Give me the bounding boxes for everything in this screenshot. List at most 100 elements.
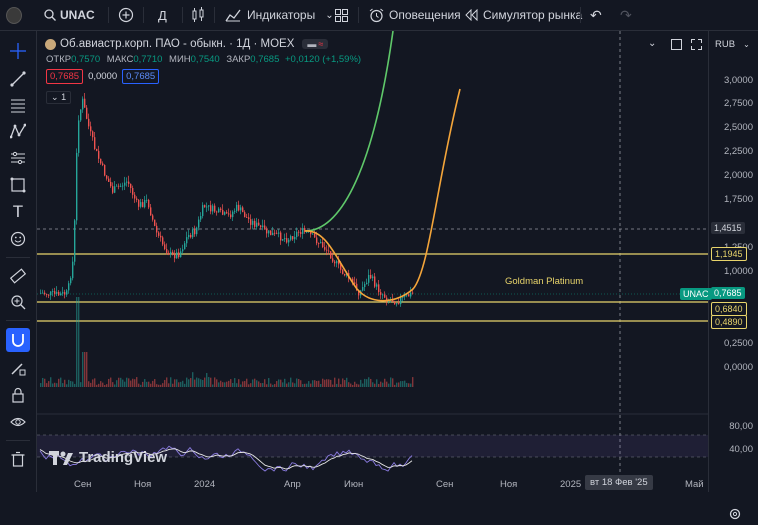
volume-bar [360, 379, 362, 387]
layouts-button[interactable] [335, 0, 348, 30]
trash-icon[interactable] [6, 447, 30, 471]
volume-bar [318, 380, 320, 387]
volume-bar [270, 383, 272, 387]
symbol-logo [45, 38, 56, 50]
candle-body [386, 297, 388, 302]
indicators-button[interactable]: Индикаторы ⌄ [225, 0, 334, 30]
volume-bar [226, 381, 228, 387]
forecast-icon[interactable] [6, 146, 30, 170]
candle-body [146, 199, 148, 201]
shapes-icon[interactable] [6, 173, 30, 197]
volume-bar [190, 378, 192, 387]
trendline-icon[interactable] [6, 67, 30, 91]
volume-bar [136, 377, 138, 387]
badge-icon[interactable]: ▬ ≈ [302, 39, 329, 49]
fullscreen-icon[interactable] [691, 37, 702, 55]
symbol-title[interactable]: Об.авиастр.корп. ПАО - обыкн. · 1Д · MOE… [60, 38, 295, 50]
candle-body [242, 207, 244, 213]
volume-bar [358, 384, 360, 387]
settings-icon[interactable] [729, 507, 741, 525]
pattern-icon[interactable] [6, 119, 30, 143]
candle-body [314, 233, 316, 238]
volume-bar [42, 377, 44, 387]
currency-selector[interactable]: RUB ⌄ [715, 39, 750, 50]
volume-bar [410, 383, 412, 387]
candle-body [48, 294, 50, 296]
volume-bars [40, 297, 414, 387]
price-tick: 1,7500 [723, 194, 753, 205]
volume-bar [224, 382, 226, 387]
volume-bar [378, 383, 380, 387]
candle-body [270, 230, 272, 236]
fib-icon[interactable] [6, 93, 30, 117]
volume-bar [390, 377, 392, 387]
redo-icon[interactable]: ↷ [620, 6, 632, 23]
price-scale[interactable]: RUB ⌄ 3,0000 2,7500 2,5000 2,2500 2,0000 … [708, 31, 758, 520]
buy-price[interactable]: 0,7685 [122, 69, 160, 84]
symbol-search[interactable]: UNAC [44, 0, 95, 30]
volume-bar [338, 378, 340, 387]
volume-bar [362, 383, 364, 387]
indicators-collapse[interactable]: ⌄ 1 [46, 91, 72, 104]
lock-icon[interactable] [6, 383, 30, 407]
undo-icon[interactable]: ↶ [590, 6, 602, 23]
volume-bar [72, 381, 74, 387]
interval-button[interactable]: Д [158, 7, 167, 23]
green-projection-curve[interactable] [304, 31, 394, 232]
volume-bar [312, 380, 314, 387]
chevron-down-icon[interactable]: ⌄ [648, 38, 657, 49]
candle-body [196, 227, 198, 235]
pencil-lock-icon[interactable] [6, 356, 30, 380]
volume-bar [246, 378, 248, 387]
chart-pane[interactable]: Об.авиастр.корп. ПАО - обыкн. · 1Д · MOE… [37, 31, 708, 492]
avatar[interactable] [6, 0, 22, 30]
candle-body [144, 199, 146, 208]
sell-price[interactable]: 0,7685 [46, 69, 84, 84]
maximize-icon[interactable] [671, 37, 682, 55]
candle-body [92, 131, 94, 138]
volume-bar [400, 381, 402, 387]
price-chart[interactable] [37, 31, 708, 492]
candle-body [334, 261, 336, 264]
volume-bar [58, 378, 60, 387]
text-icon[interactable]: T [12, 202, 24, 221]
hline-upper-label: 1,1945 [711, 247, 747, 261]
compare-button[interactable] [118, 0, 134, 30]
replay-button[interactable]: Симулятор рынка [465, 0, 582, 30]
volume-bar [44, 378, 46, 387]
volume-bar [396, 382, 398, 387]
volume-bar [218, 382, 220, 387]
chart-type-button[interactable] [191, 0, 205, 30]
volume-bar [304, 383, 306, 387]
zoom-icon[interactable] [6, 290, 30, 314]
volume-bar [74, 383, 76, 387]
candle-body [302, 228, 304, 234]
volume-bar [244, 381, 246, 387]
price-tick: 2,0000 [723, 170, 753, 181]
smile-icon[interactable] [6, 227, 30, 251]
candle-body [122, 185, 124, 187]
candle-body [326, 249, 328, 251]
candle-body [368, 275, 370, 283]
candle-body [90, 126, 92, 132]
volume-bar [182, 380, 184, 387]
alerts-button[interactable]: Оповещения [369, 0, 461, 30]
candle-body [42, 292, 44, 294]
volume-bar [364, 378, 366, 387]
eye-icon[interactable] [6, 410, 30, 434]
volume-bar [132, 378, 134, 387]
crosshair-icon[interactable] [6, 39, 30, 63]
volume-bar [56, 383, 58, 387]
candle-body [220, 208, 222, 210]
candle-body [230, 214, 232, 218]
volume-bar [356, 383, 358, 387]
orange-projection-curve[interactable] [304, 88, 461, 302]
goldman-platinum-label[interactable]: Goldman Platinum [505, 276, 584, 287]
volume-bar [236, 383, 238, 387]
candle-body [184, 243, 186, 250]
candle-body [262, 225, 264, 228]
candle-body [216, 211, 218, 213]
magnet-icon[interactable] [6, 328, 30, 352]
ruler-icon[interactable] [6, 264, 30, 288]
candle-body [78, 120, 80, 153]
